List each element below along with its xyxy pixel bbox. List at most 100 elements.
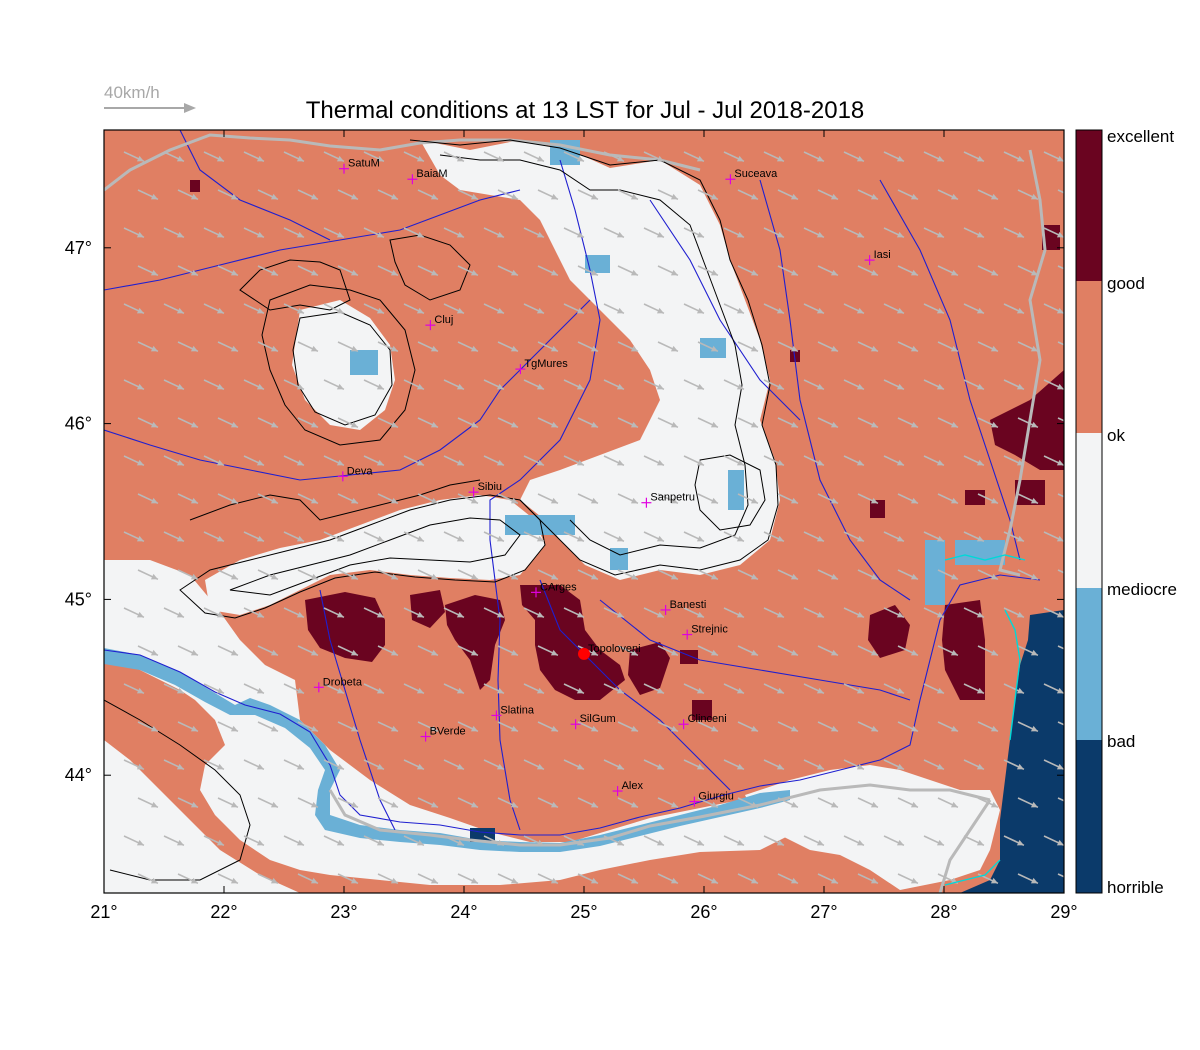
city-label: Suceava bbox=[734, 168, 778, 180]
wind-arrowhead-icon bbox=[910, 877, 918, 884]
wind-arrowhead-icon bbox=[256, 459, 264, 466]
city-label: BaiaM bbox=[416, 168, 447, 180]
wind-arrowhead-icon bbox=[190, 193, 198, 200]
wind-arrowhead-icon bbox=[1056, 535, 1064, 542]
wind-arrowhead-icon bbox=[1056, 155, 1064, 162]
wind-arrowhead-icon bbox=[656, 763, 664, 770]
wind-arrowhead-icon bbox=[590, 801, 598, 808]
wind-arrowhead-icon bbox=[230, 573, 238, 580]
wind-arrowhead-icon bbox=[190, 725, 198, 732]
excellent-patch-clinceni bbox=[692, 700, 712, 720]
wind-arrowhead-icon bbox=[296, 763, 304, 770]
wind-arrowhead-icon bbox=[976, 459, 984, 466]
coastline-accents bbox=[944, 554, 1026, 886]
ok-region-southern-carpathians bbox=[205, 495, 545, 615]
wind-arrowhead-icon bbox=[590, 421, 598, 428]
wind-arrow-shaft bbox=[1057, 265, 1064, 270]
wind-arrowhead-icon bbox=[456, 763, 464, 770]
wind-arrowhead-icon bbox=[576, 155, 584, 162]
wind-arrowhead-icon bbox=[176, 687, 184, 694]
city-label: Topoloveni bbox=[588, 643, 641, 655]
wind-arrowhead-icon bbox=[950, 497, 958, 504]
wind-arrowhead-icon bbox=[510, 649, 518, 656]
wind-arrowhead-icon bbox=[736, 763, 744, 770]
wind-arrowhead-icon bbox=[790, 725, 798, 732]
wind-arrowhead-icon bbox=[976, 155, 984, 162]
terrain-contours bbox=[104, 139, 779, 881]
wind-arrowhead-icon bbox=[750, 877, 758, 884]
wind-arrowhead-icon bbox=[590, 497, 598, 504]
wind-arrowhead-icon bbox=[510, 877, 518, 884]
wind-arrowhead-icon bbox=[376, 687, 384, 694]
wind-arrowhead-icon bbox=[1030, 193, 1038, 200]
wind-arrowhead-icon bbox=[376, 383, 384, 390]
wind-arrowhead-icon bbox=[430, 269, 438, 276]
wind-arrowhead-icon bbox=[470, 877, 478, 884]
wind-arrowhead-icon bbox=[736, 839, 744, 846]
wind-arrowhead-icon bbox=[230, 725, 238, 732]
wind-arrowhead-icon bbox=[456, 611, 464, 618]
wind-arrowhead-icon bbox=[856, 687, 864, 694]
ok-region-danube-east bbox=[745, 765, 1000, 890]
city-marker: TgMures bbox=[515, 358, 568, 375]
wind-arrowhead-icon bbox=[176, 839, 184, 846]
wind-arrowhead-icon bbox=[576, 839, 584, 846]
mediocre-patch-apuseni bbox=[350, 350, 378, 375]
wind-arrowhead-icon bbox=[656, 535, 664, 542]
wind-arrowhead-icon bbox=[776, 687, 784, 694]
wind-arrowhead-icon bbox=[936, 155, 944, 162]
wind-arrowhead-icon bbox=[376, 307, 384, 314]
wind-arrowhead-icon bbox=[870, 801, 878, 808]
wind-arrowhead-icon bbox=[496, 611, 504, 618]
wind-arrowhead-icon bbox=[536, 535, 544, 542]
wind-arrowhead-icon bbox=[790, 497, 798, 504]
wind-arrow-shaft bbox=[1057, 569, 1064, 574]
wind-arrowhead-icon bbox=[296, 307, 304, 314]
wind-arrowhead-icon bbox=[150, 345, 158, 352]
wind-arrowhead-icon bbox=[656, 307, 664, 314]
wind-arrowhead-icon bbox=[856, 231, 864, 238]
wind-arrowhead-icon bbox=[710, 725, 718, 732]
wind-arrowhead-icon bbox=[870, 649, 878, 656]
wind-arrowhead-icon bbox=[856, 307, 864, 314]
wind-arrowhead-icon bbox=[590, 877, 598, 884]
city-label: Iasi bbox=[874, 249, 891, 261]
mediocre-patch-delta2 bbox=[955, 540, 1005, 565]
wind-arrowhead-icon bbox=[310, 497, 318, 504]
wind-arrowhead-icon bbox=[216, 611, 224, 618]
wind-arrowhead-icon bbox=[496, 307, 504, 314]
x-tick-label: 26° bbox=[690, 902, 717, 922]
wind-arrowhead-icon bbox=[176, 459, 184, 466]
colorbar-label-ok: ok bbox=[1107, 426, 1125, 445]
wind-arrowhead-icon bbox=[976, 687, 984, 694]
wind-arrowhead-icon bbox=[150, 725, 158, 732]
wind-arrowhead-icon bbox=[776, 459, 784, 466]
city-label: Sibiu bbox=[478, 481, 502, 493]
wind-arrowhead-icon bbox=[1030, 497, 1038, 504]
wind-arrowhead-icon bbox=[736, 459, 744, 466]
wind-arrowhead-icon bbox=[270, 421, 278, 428]
wind-arrowhead-icon bbox=[776, 763, 784, 770]
wind-arrowhead-icon bbox=[990, 801, 998, 808]
city-marker: Giurgiu bbox=[689, 791, 734, 807]
wind-arrowhead-icon bbox=[350, 497, 358, 504]
wind-arrowhead-icon bbox=[1056, 763, 1064, 770]
wind-arrowhead-icon bbox=[270, 193, 278, 200]
excellent-region-arges bbox=[445, 595, 505, 690]
wind-arrowhead-icon bbox=[710, 649, 718, 656]
wind-arrowhead-icon bbox=[190, 421, 198, 428]
wind-arrowhead-icon bbox=[776, 839, 784, 846]
wind-arrowhead-icon bbox=[390, 497, 398, 504]
city-marker: Cluj bbox=[425, 314, 453, 331]
excellent-patch-ne bbox=[1042, 225, 1060, 250]
wind-arrowhead-icon bbox=[550, 573, 558, 580]
wind-arrowhead-icon bbox=[176, 231, 184, 238]
map-title: Thermal conditions at 13 LST for Jul - J… bbox=[306, 97, 865, 124]
wind-arrowhead-icon bbox=[816, 611, 824, 618]
city-label: Cluj bbox=[434, 314, 453, 326]
city-marker: BVerde bbox=[420, 726, 466, 742]
wind-arrowhead-icon bbox=[136, 231, 144, 238]
wind-arrowhead-icon bbox=[750, 345, 758, 352]
wind-arrowhead-icon bbox=[670, 497, 678, 504]
wind-arrowhead-icon bbox=[270, 269, 278, 276]
